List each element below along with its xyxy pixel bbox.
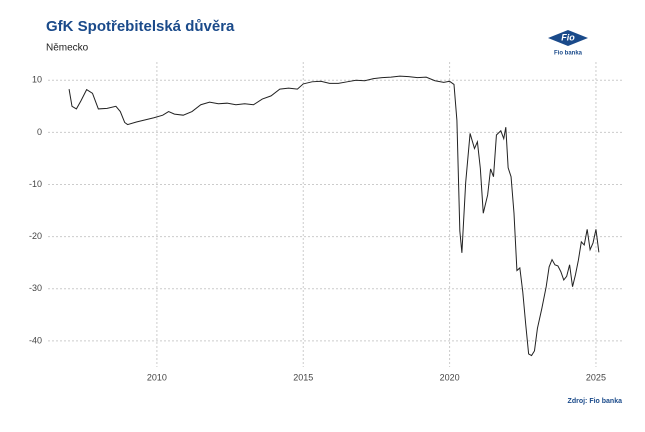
x-tick-label: 2025 xyxy=(586,372,606,382)
logo-shape xyxy=(548,30,588,46)
y-tick-label: -40 xyxy=(29,335,42,345)
y-tick-label: -20 xyxy=(29,231,42,241)
chart-subtitle: Německo xyxy=(46,43,89,54)
chart-title: GfK Spotřebitelská důvěra xyxy=(46,18,235,35)
logo-name: Fio banka xyxy=(554,51,583,57)
x-tick-label: 2020 xyxy=(440,372,460,382)
line xyxy=(68,75,600,357)
y-tick-label: 0 xyxy=(37,127,42,137)
y-tick-label: -30 xyxy=(29,283,42,293)
y-tick-label: -10 xyxy=(29,179,42,189)
x-tick-label: 2015 xyxy=(293,372,313,382)
source: Zdroj: Fio banka xyxy=(568,398,623,405)
x-tick-label: 2010 xyxy=(147,372,167,382)
logo-mark: Fio xyxy=(561,32,575,42)
logo: Fio Fio banka xyxy=(548,30,588,57)
y-tick-label: 10 xyxy=(32,75,42,85)
